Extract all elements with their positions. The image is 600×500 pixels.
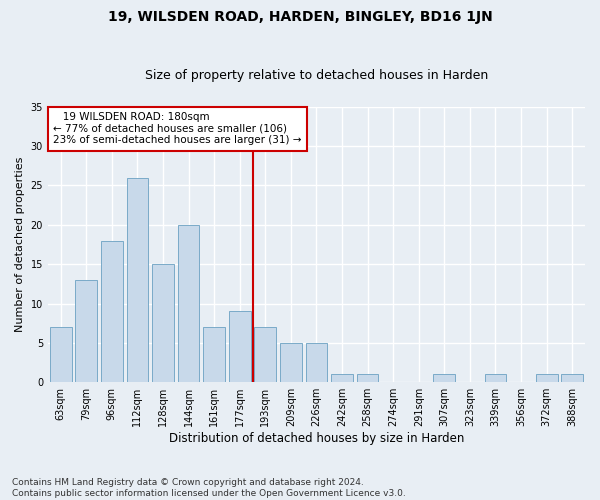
X-axis label: Distribution of detached houses by size in Harden: Distribution of detached houses by size … [169,432,464,445]
Bar [331,374,353,382]
Bar [178,225,199,382]
Bar [101,240,123,382]
Y-axis label: Number of detached properties: Number of detached properties [15,157,25,332]
Text: Contains HM Land Registry data © Crown copyright and database right 2024.
Contai: Contains HM Land Registry data © Crown c… [12,478,406,498]
Bar [76,280,97,382]
Bar [562,374,583,382]
Bar [229,312,251,382]
Bar [50,327,71,382]
Text: 19 WILSDEN ROAD: 180sqm
← 77% of detached houses are smaller (106)
23% of semi-d: 19 WILSDEN ROAD: 180sqm ← 77% of detache… [53,112,302,146]
Bar [485,374,506,382]
Bar [433,374,455,382]
Title: Size of property relative to detached houses in Harden: Size of property relative to detached ho… [145,69,488,82]
Bar [203,327,225,382]
Text: 19, WILSDEN ROAD, HARDEN, BINGLEY, BD16 1JN: 19, WILSDEN ROAD, HARDEN, BINGLEY, BD16 … [107,10,493,24]
Bar [536,374,557,382]
Bar [280,343,302,382]
Bar [152,264,174,382]
Bar [127,178,148,382]
Bar [254,327,276,382]
Bar [305,343,328,382]
Bar [357,374,379,382]
